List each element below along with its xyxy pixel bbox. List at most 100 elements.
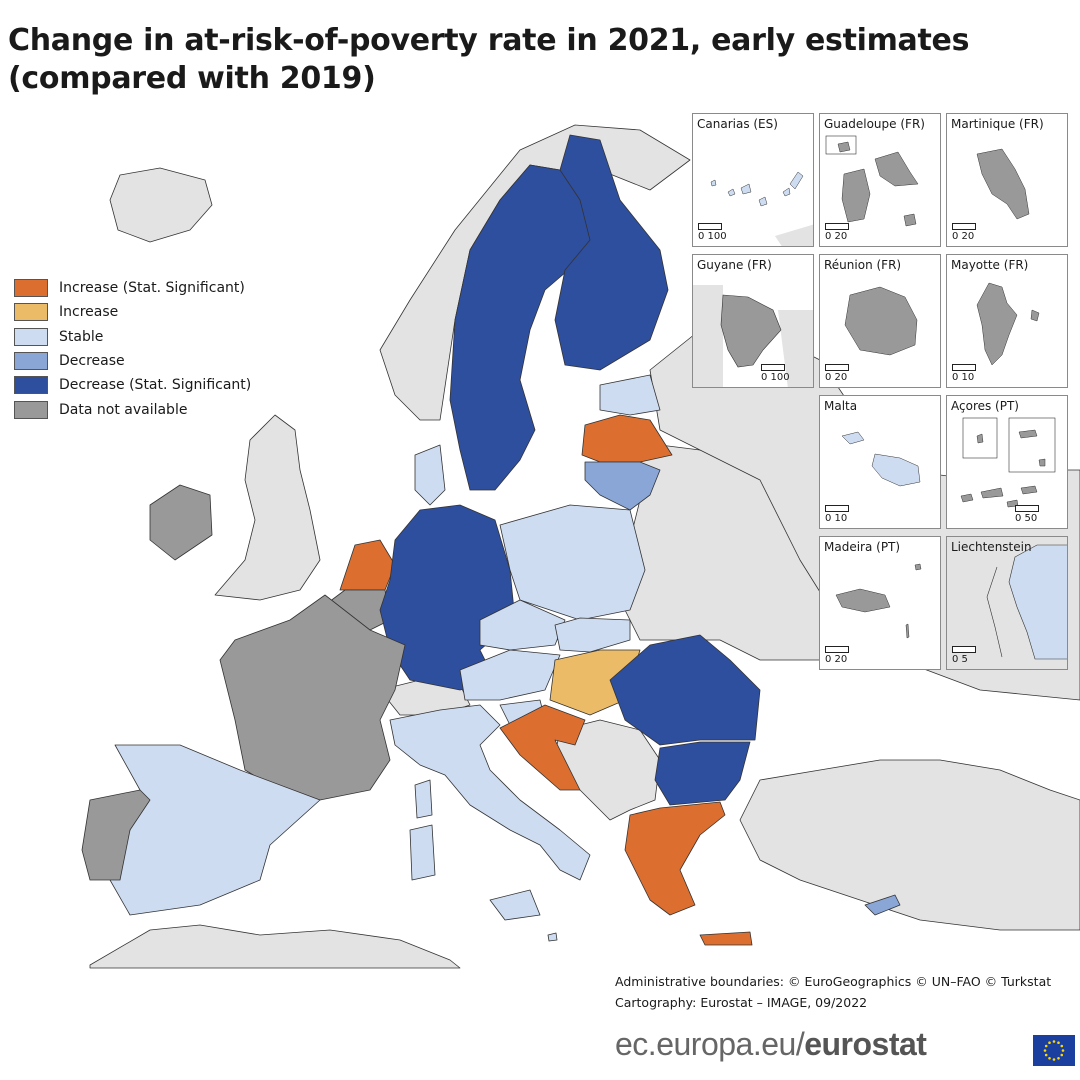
inset-liechtenstein: Liechtenstein 0 5 <box>946 536 1068 670</box>
country-czechia <box>479 599 566 651</box>
eu-star-icon <box>1061 1049 1065 1052</box>
country-crete <box>699 931 753 946</box>
scale-bar: 0 20 <box>952 223 976 242</box>
scale-label: 0 50 <box>1015 513 1038 524</box>
inset-guyane: Guyane (FR) 0 100 <box>692 254 814 388</box>
legend-label: Increase <box>59 304 119 321</box>
inset-title: Mayotte (FR) <box>951 258 1029 272</box>
inset-canarias: Canarias (ES) 0 100 <box>692 113 814 247</box>
region-turkey <box>739 759 1080 931</box>
country-cyprus <box>864 894 901 916</box>
scale-label: 0 100 <box>761 372 790 383</box>
inset-title: Malta <box>824 399 858 413</box>
legend-item-decrease: Decrease <box>14 349 251 373</box>
legend-swatch <box>14 400 48 419</box>
legend-swatch <box>14 327 48 346</box>
region-greenland-iceland <box>109 167 213 243</box>
country-malta-main <box>547 932 558 942</box>
title-line-2: (compared with 2019) <box>8 61 376 96</box>
inset-madeira: Madeira (PT) 0 20 <box>819 536 941 670</box>
inset-title: Guadeloupe (FR) <box>824 117 925 131</box>
region-uk <box>214 414 321 601</box>
scale-bar: 0 20 <box>825 646 849 665</box>
country-portugal <box>81 789 151 881</box>
scale-bar: 0 100 <box>761 364 790 383</box>
map-title: Change in at-risk-of-poverty rate in 202… <box>8 22 969 98</box>
country-sicily <box>489 889 541 921</box>
inset-martinique: Martinique (FR) 0 20 <box>946 113 1068 247</box>
legend-label: Increase (Stat. Significant) <box>59 280 245 297</box>
eu-star-icon <box>1043 1049 1047 1052</box>
scale-bar: 0 20 <box>825 223 849 242</box>
legend-swatch <box>14 376 48 395</box>
country-austria <box>459 649 561 701</box>
inset-martinique-map <box>976 148 1030 220</box>
inset-title: Canarias (ES) <box>697 117 778 131</box>
inset-title: Açores (PT) <box>951 399 1019 413</box>
inset-title: Guyane (FR) <box>697 258 772 272</box>
inset-canarias-map <box>710 171 813 246</box>
country-corsica <box>414 779 433 819</box>
legend-item-stable: Stable <box>14 325 251 349</box>
scale-label: 0 20 <box>825 372 848 383</box>
scale-bar: 0 100 <box>698 223 727 242</box>
legend-item-increase: Increase <box>14 300 251 324</box>
country-poland <box>499 504 646 621</box>
legend-label: Data not available <box>59 401 188 418</box>
legend-swatch <box>14 279 48 298</box>
eu-star-icon <box>1044 1044 1048 1048</box>
scale-bar: 0 50 <box>1015 505 1039 524</box>
scale-bar: 0 10 <box>825 505 849 524</box>
scale-label: 0 20 <box>825 654 848 665</box>
source-note: Administrative boundaries: © EuroGeograp… <box>615 971 1051 1013</box>
inset-guadeloupe: Guadeloupe (FR) 0 20 <box>819 113 941 247</box>
legend-label: Stable <box>59 328 104 345</box>
scale-label: 0 20 <box>952 231 975 242</box>
inset-malta-map <box>841 431 921 487</box>
inset-reunion-map <box>844 286 918 356</box>
source-line-2: Cartography: Eurostat – IMAGE, 09/2022 <box>615 995 868 1010</box>
country-ireland <box>149 484 213 561</box>
eu-star-icon <box>1060 1044 1064 1048</box>
eu-star-icon <box>1048 1056 1051 1060</box>
scale-bar: 0 5 <box>952 646 976 665</box>
country-croatia <box>499 704 586 791</box>
inset-title: Liechtenstein <box>951 540 1032 554</box>
title-line-1: Change in at-risk-of-poverty rate in 202… <box>8 23 970 58</box>
country-romania <box>609 634 761 746</box>
scale-label: 0 10 <box>825 513 848 524</box>
eu-star-icon <box>1044 1053 1048 1057</box>
eu-star-icon <box>1057 1056 1060 1060</box>
inset-acores: Açores (PT) 0 50 <box>946 395 1068 529</box>
inset-malta: Malta 0 10 <box>819 395 941 529</box>
legend-item-increase-significant: Increase (Stat. Significant) <box>14 276 251 300</box>
inset-mayotte: Mayotte (FR) 0 10 <box>946 254 1068 388</box>
country-greece <box>624 801 726 916</box>
country-italy <box>389 704 591 881</box>
country-estonia <box>599 374 661 416</box>
country-bulgaria <box>654 741 751 806</box>
country-netherlands <box>339 539 396 591</box>
legend-item-decrease-significant: Decrease (Stat. Significant) <box>14 373 251 397</box>
legend-label: Decrease <box>59 353 125 370</box>
scale-label: 0 10 <box>952 372 975 383</box>
country-latvia <box>581 414 673 463</box>
legend: Increase (Stat. Significant) Increase St… <box>14 276 251 422</box>
scale-label: 0 20 <box>825 231 848 242</box>
inset-mayotte-map <box>976 282 1040 366</box>
source-line-1: Administrative boundaries: © EuroGeograp… <box>615 974 1052 989</box>
inset-liechtenstein-map <box>947 537 1067 669</box>
legend-item-not-available: Data not available <box>14 397 251 421</box>
legend-swatch <box>14 352 48 371</box>
country-lithuania <box>584 461 661 511</box>
scale-label: 0 5 <box>952 654 968 665</box>
inset-title: Martinique (FR) <box>951 117 1044 131</box>
brand-prefix: ec.europa.eu/ <box>615 1026 805 1062</box>
country-france <box>219 594 406 801</box>
inset-maps: Canarias (ES) 0 100 Guadeloupe (FR) 0 20… <box>692 113 1072 673</box>
legend-swatch <box>14 303 48 322</box>
legend-label: Decrease (Stat. Significant) <box>59 377 252 394</box>
scale-bar: 0 10 <box>952 364 976 383</box>
inset-title: Madeira (PT) <box>824 540 901 554</box>
region-north-africa <box>89 924 461 969</box>
